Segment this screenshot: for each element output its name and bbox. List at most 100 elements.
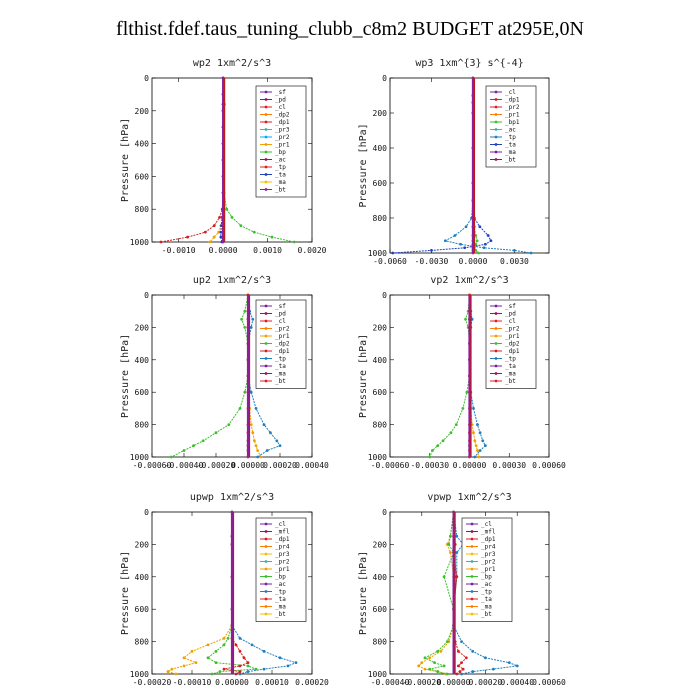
plot-frame xyxy=(151,294,313,458)
data-point xyxy=(262,423,266,426)
data-point xyxy=(254,407,258,410)
legend-label: _ma xyxy=(275,371,286,378)
data-point xyxy=(442,664,446,668)
y-tick-label: 600 xyxy=(373,179,388,188)
legend-label: _ta xyxy=(481,596,492,603)
legend-label: _sf xyxy=(275,89,286,96)
data-point xyxy=(459,242,462,246)
legend-label: _bp1 xyxy=(505,119,520,126)
y-tick-label: 800 xyxy=(373,421,388,430)
legend-box xyxy=(461,517,513,622)
legend-marker xyxy=(264,98,268,101)
data-point xyxy=(464,317,467,321)
y-tick-label: 200 xyxy=(373,109,388,118)
data-point xyxy=(190,649,194,653)
data-point xyxy=(243,309,247,313)
data-point xyxy=(219,235,223,239)
legend: _cl_mfl_dp1_pr4_pr3_pr2_pr1_bp_ac_tp_ta_… xyxy=(255,517,307,622)
legend-label: _bp xyxy=(275,574,286,581)
series-line-dp2 xyxy=(429,294,470,458)
chart-panel-1: wp2 1xm^2/s^3 Pressure [hPa] 0 200 400 600 800… xyxy=(120,58,327,255)
legend-label: _bp xyxy=(481,574,492,581)
legend-marker xyxy=(264,173,268,176)
legend-box xyxy=(255,85,307,198)
legend-marker xyxy=(264,143,268,146)
data-point xyxy=(428,455,432,459)
y-tick-label: 200 xyxy=(135,540,150,549)
legend-label: _bt xyxy=(505,378,516,385)
data-point xyxy=(453,234,457,237)
legend-label: _pr3 xyxy=(481,551,496,558)
legend-marker xyxy=(264,575,268,578)
data-point xyxy=(391,251,395,255)
x-tick-label: 0.0000 xyxy=(209,246,238,255)
legend-label: _mfl xyxy=(481,529,496,536)
legend-marker xyxy=(264,90,268,94)
y-tick-label: 400 xyxy=(135,573,150,582)
legend: _cl_dp1_pr2_pr1_bp1_ac_tp_ta_ma_bt xyxy=(485,85,537,168)
x-tick-label: 0.00020 xyxy=(295,678,329,687)
y-axis-label: Pressure [hPa] xyxy=(358,334,369,418)
legend-label: _tp xyxy=(275,589,286,596)
data-point xyxy=(441,439,445,443)
legend-box xyxy=(255,517,307,622)
y-tick-label: 1000 xyxy=(368,453,387,462)
y-tick-label: 600 xyxy=(135,388,150,397)
data-point xyxy=(476,423,479,426)
data-point xyxy=(484,444,487,448)
y-tick-label: 800 xyxy=(373,214,388,223)
legend-label: _ac xyxy=(275,157,286,164)
legend-marker xyxy=(494,334,498,338)
legend-marker xyxy=(264,158,268,161)
legend-label: _sf xyxy=(505,303,516,310)
legend-label: _pd xyxy=(505,311,516,318)
legend-label: _pr1 xyxy=(275,333,290,340)
legend-marker xyxy=(264,135,268,139)
series-line-ta xyxy=(392,78,492,254)
y-tick-label: 400 xyxy=(373,573,388,582)
data-point xyxy=(507,661,511,665)
legend-marker xyxy=(470,612,474,616)
data-point xyxy=(212,224,216,228)
data-point xyxy=(477,455,481,459)
y-tick-label: 600 xyxy=(373,605,388,614)
legend-label: _pr1 xyxy=(505,333,520,340)
data-point xyxy=(246,661,250,665)
legend-label: _pr2 xyxy=(275,326,290,333)
data-point xyxy=(265,449,269,452)
data-point xyxy=(475,239,479,243)
data-point xyxy=(515,664,519,668)
data-point xyxy=(206,656,210,660)
legend-marker xyxy=(264,188,268,191)
data-point xyxy=(262,667,266,671)
legend-label: _ac xyxy=(275,581,286,588)
data-point xyxy=(214,431,218,435)
data-point xyxy=(256,455,259,459)
data-point xyxy=(465,390,469,394)
legend-marker xyxy=(264,612,268,616)
legend-label: _dp1 xyxy=(505,97,520,104)
data-point xyxy=(294,661,298,665)
legend-label: _dp1 xyxy=(505,348,520,355)
data-point xyxy=(455,575,459,579)
legend-marker xyxy=(494,150,498,154)
y-tick-label: 0 xyxy=(144,508,149,517)
data-point xyxy=(478,449,482,452)
data-point xyxy=(270,235,274,239)
legend-marker xyxy=(470,605,474,608)
data-point xyxy=(461,667,465,671)
data-point xyxy=(210,672,214,676)
data-point xyxy=(491,667,495,671)
legend-marker xyxy=(494,90,498,94)
legend-marker xyxy=(264,319,268,323)
x-tick-label: 0.00020 xyxy=(469,678,503,687)
panel-title: vpwp 1xm^2/s^3 xyxy=(427,492,511,503)
data-point xyxy=(238,407,242,410)
series-line-dp2 xyxy=(170,294,249,458)
legend-marker xyxy=(264,357,268,360)
x-tick-label: 0.00010 xyxy=(255,678,289,687)
data-point xyxy=(460,661,463,665)
series-line-tp xyxy=(247,294,281,458)
legend-marker xyxy=(264,372,268,375)
